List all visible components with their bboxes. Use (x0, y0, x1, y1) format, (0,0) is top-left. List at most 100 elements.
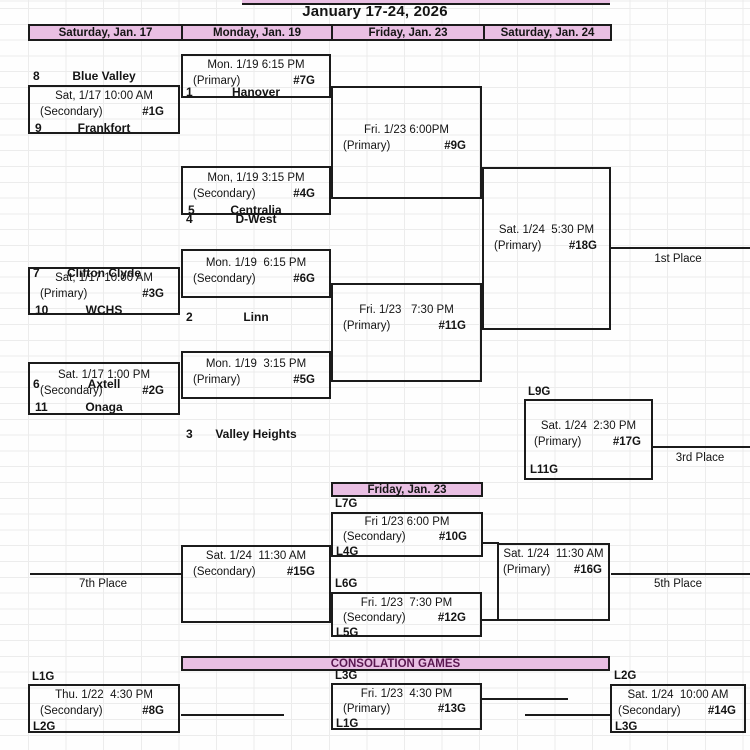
team-name: Valley Heights (215, 427, 297, 441)
game-number: #10G (438, 531, 467, 543)
team-name: Frankfort (77, 121, 131, 135)
seed-number: 6 (33, 377, 40, 391)
day-header-row: Saturday, Jan. 17 Monday, Jan. 19 Friday… (28, 24, 612, 41)
court-label: (Secondary) (40, 106, 103, 118)
loser-label-l7g: L7G (335, 498, 358, 510)
game-date: Mon. 1/19 6:15 PM (207, 59, 305, 71)
game-number: #8G (142, 705, 164, 717)
team-name: Onaga (85, 400, 123, 414)
game-date: Sat. 1/17 1:00 PM (57, 369, 151, 381)
fifth-place-label: 5th Place (654, 578, 702, 590)
game-box-17g: Sat. 1/24 2:30 PM (Primary) #17G L11G (524, 399, 653, 480)
seed-number: 11 (35, 400, 48, 414)
team-name: D-West (235, 212, 277, 226)
team-row-wchs: 10 WCHS (30, 302, 178, 318)
game-box-16g: Sat. 1/24 11:30 AM (Primary) #16G (497, 543, 610, 621)
seed-row-blue-valley: 8 Blue Valley (28, 69, 180, 84)
game-box-15g: Sat. 1/24 11:30 AM (Secondary) #15G (181, 545, 331, 623)
loser-label-l1g-bottom: L1G (336, 718, 359, 730)
game-number: #4G (293, 188, 315, 200)
game-court-row: (Secondary) #10G (333, 530, 481, 545)
third-place-line (653, 446, 750, 448)
first-place-label: 1st Place (654, 253, 702, 265)
game-box-5g: Mon. 1/19 3:15 PM (Primary) #5G (181, 351, 331, 399)
loser-label-l6g: L6G (335, 578, 358, 590)
game-date: Fri. 1/23 7:30 PM (360, 597, 453, 609)
court-label: (Primary) (343, 703, 391, 715)
game-box-13g: Fri. 1/23 4:30 PM (Primary) #13G L1G (331, 683, 482, 730)
loser-label-l4g: L4G (336, 546, 359, 558)
day-header-sat-24: Saturday, Jan. 24 (483, 26, 610, 39)
game-number: #12G (437, 612, 466, 624)
team-row-frankfort: 9 Frankfort (30, 120, 178, 136)
court-label: (Secondary) (193, 188, 256, 200)
connector-16g-top (482, 542, 499, 544)
connector-14g (525, 714, 611, 716)
game-box-18g: Sat. 1/24 5:30 PM (Primary) #18G (482, 167, 611, 330)
fifth-place-line (611, 573, 750, 575)
game-date: Fri 1/23 6:00 PM (364, 516, 450, 528)
seventh-place-label: 7th Place (79, 578, 127, 590)
game-date: Mon. 1/19 6:15 PM (205, 257, 307, 269)
court-label: (Secondary) (40, 705, 103, 717)
third-place-label: 3rd Place (675, 452, 725, 464)
game-date: Sat. 1/24 11:30 AM (503, 548, 604, 560)
game-court-row: (Primary) #3G (30, 286, 178, 302)
court-label: (Secondary) (343, 531, 406, 543)
connector-8g (181, 714, 284, 716)
game-number: #14G (707, 705, 736, 717)
game-number: #1G (142, 106, 164, 118)
game-number: #5G (293, 374, 315, 386)
game-date: Sat. 1/24 11:30 AM (205, 550, 307, 562)
seed-number: 5 (188, 203, 195, 217)
game-number: #9G (444, 140, 466, 152)
loser-label-l5g: L5G (336, 627, 359, 639)
court-label: (Primary) (40, 288, 88, 300)
seed-row-hanover: 1 Hanover (181, 85, 331, 100)
game-date: Sat, 1/17 10:00 AM (55, 272, 153, 284)
game-number: #18G (568, 240, 597, 252)
seed-number: 10 (35, 303, 49, 317)
seed-number: 4 (186, 212, 193, 226)
game-number: #11G (438, 320, 467, 332)
game-number: #3G (142, 288, 164, 300)
game-court-row: (Primary) #11G (333, 318, 480, 334)
game-court-row: (Primary) #18G (484, 238, 609, 254)
game-number: #17G (612, 436, 641, 448)
court-label: (Secondary) (193, 566, 256, 578)
game-date: Fri. 1/23 7:30 PM (359, 304, 454, 316)
seed-row-dwest: 4 D-West (181, 212, 331, 227)
team-name: Clifton Clyde (67, 266, 141, 280)
seed-number: 9 (35, 121, 42, 135)
seed-number: 7 (33, 266, 40, 280)
team-name: Hanover (231, 85, 281, 99)
court-label: (Secondary) (343, 612, 406, 624)
game-date: Mon, 1/19 3:15 PM (207, 172, 305, 184)
seed-row-linn: 2 Linn (181, 310, 331, 325)
court-label: (Primary) (193, 75, 241, 87)
loser-label-l3g: L3G (335, 670, 358, 682)
team-row-onaga: 11 Onaga (30, 399, 178, 415)
game-box-8g: Thu. 1/22 4:30 PM (Secondary) #8G L2G (28, 684, 180, 733)
game-court-row: (Secondary) #6G (183, 271, 329, 287)
day-header-mon-19: Monday, Jan. 19 (181, 26, 331, 39)
game-court-row: (Primary) #13G (333, 702, 480, 717)
seed-number: 1 (186, 85, 193, 99)
game-court-row: (Primary) #17G (526, 434, 651, 450)
game-number: #16G (573, 564, 602, 576)
game-court-row: (Secondary) #1G (30, 104, 178, 120)
game-number: #7G (293, 75, 315, 87)
loser-label-l2g-right: L2G (614, 670, 637, 682)
team-name: Centralia (230, 203, 282, 217)
loser-label-l1g: L1G (32, 671, 55, 683)
game-box-2g: Sat. 1/17 1:00 PM (Secondary) #2G 11 Ona… (28, 362, 180, 415)
game-court-row: (Secondary) #2G (30, 383, 178, 399)
team-name: Axtell (87, 377, 121, 391)
seed-row-valley-heights: 3 Valley Heights (181, 427, 331, 442)
game-box-4g: Mon, 1/19 3:15 PM (Secondary) #4G 5 Cent… (181, 166, 331, 218)
game-court-row: (Secondary) #4G (183, 186, 329, 202)
court-label: (Primary) (193, 374, 241, 386)
game-box-3g: Sat, 1/17 10:00 AM (Primary) #3G 10 WCHS (28, 267, 180, 318)
seed-number: 8 (33, 69, 40, 83)
team-row-centralia: 5 Centralia (183, 202, 329, 218)
